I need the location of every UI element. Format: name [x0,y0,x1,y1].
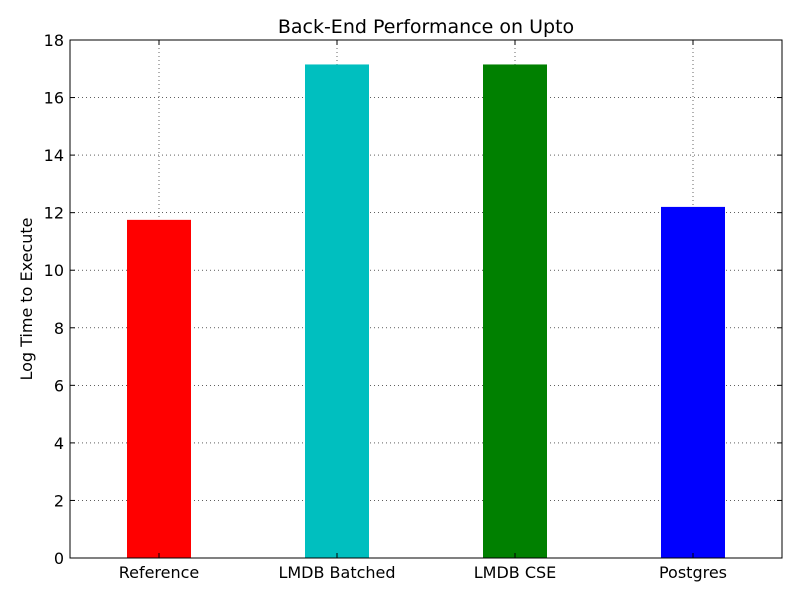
y-tick-label: 8 [54,319,64,338]
x-tick-label: Reference [119,563,200,582]
x-tick-label: Postgres [659,563,727,582]
y-tick-label: 10 [44,261,64,280]
y-tick-label: 2 [54,491,64,510]
x-tick-label: LMDB CSE [474,563,557,582]
bars [127,64,725,558]
bar [305,64,369,558]
plot-frame [69,39,783,559]
ticks [70,39,782,559]
y-axis-label: Log Time to Execute [17,217,36,380]
gridlines [70,40,782,558]
chart-title: Back-End Performance on Upto [278,16,574,38]
bar [483,64,547,558]
y-tick-label: 0 [54,549,64,568]
bar [661,206,725,558]
y-tick-label: 12 [44,204,64,223]
tick-labels: 0 2 4 6 8 10 12 14 16 18 Reference LMDB Batched LMDB… [44,31,727,582]
x-tick-label: LMDB Batched [278,563,395,582]
y-tick-label: 18 [44,31,64,50]
y-tick-label: 6 [54,376,64,395]
bar [127,219,191,558]
y-tick-label: 14 [44,146,64,165]
y-tick-label: 16 [44,89,64,108]
y-tick-label: 4 [54,434,64,453]
